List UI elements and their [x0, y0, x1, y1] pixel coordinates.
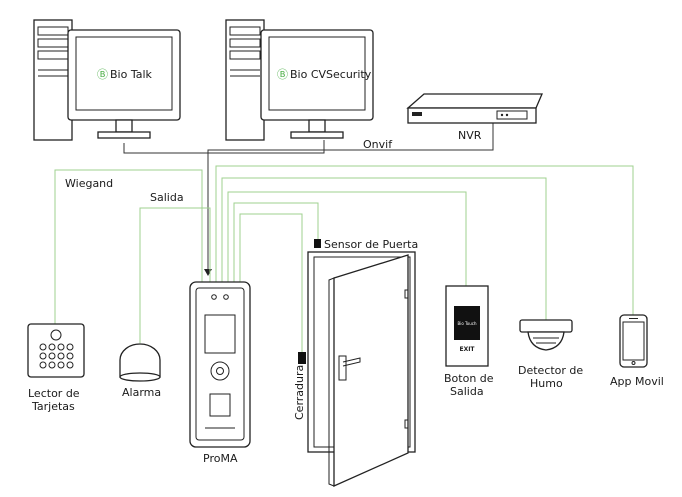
- door-sensor-icon: [314, 239, 321, 248]
- wiegand-label: Wiegand: [65, 177, 113, 190]
- camera-icon: [223, 294, 229, 300]
- cvsecurity-label: Bio CVSecurity: [290, 68, 372, 81]
- screen-icon: [204, 314, 236, 354]
- biotalk-label: Bio Talk: [110, 68, 153, 81]
- lock-icon: [298, 352, 306, 364]
- pc-tower-icon: [33, 19, 73, 141]
- exit-button-label-line1: Boton de: [444, 372, 494, 385]
- exit-button-line: [227, 191, 467, 286]
- card-reader-device: Lector de Tarjetas: [27, 323, 85, 413]
- proma-label: ProMA: [203, 452, 238, 465]
- card-slot-icon: [209, 393, 231, 417]
- app-line: [215, 165, 634, 315]
- door-sensor-line: [233, 202, 319, 282]
- alarm-device: Alarma: [119, 343, 161, 399]
- terminal-icon: [189, 281, 251, 448]
- siren-icon: [119, 343, 161, 378]
- fingerprint-icon: [216, 367, 224, 375]
- exit-button-label-line2: Salida: [450, 385, 484, 398]
- connection-lines: [54, 123, 634, 352]
- smoke-detector-label-line2: Humo: [530, 377, 563, 390]
- handle-icon: [338, 355, 347, 381]
- mobile-app-device: App Movil: [610, 314, 664, 388]
- camera-icon: [211, 294, 217, 300]
- smartphone-icon: [619, 314, 648, 368]
- proma-terminal: ProMA: [189, 281, 251, 465]
- onvif-link-line: [204, 123, 494, 276]
- door-sensor-label: Sensor de Puerta: [324, 238, 418, 251]
- server-link-line: [123, 140, 325, 154]
- alarm-output-line: [139, 207, 211, 343]
- nvr-label: NVR: [458, 129, 482, 142]
- alarm-label: Alarma: [122, 386, 161, 399]
- monitor-icon: [260, 29, 374, 139]
- smoke-detector-icon: [519, 319, 573, 333]
- lock-label: Cerradura: [293, 365, 306, 420]
- cvsecurity-brand-icon: Ⓑ: [277, 68, 288, 81]
- exit-face-brand: Bio Touch: [457, 321, 477, 326]
- card-reader-label-line1: Lector de: [28, 387, 80, 400]
- exit-face-label: EXIT: [459, 346, 475, 353]
- exit-button-icon: [454, 306, 480, 340]
- cvsecurity-workstation: Ⓑ Bio CVSecurity: [225, 19, 374, 141]
- onvif-label: Onvif: [363, 138, 393, 151]
- output-label: Salida: [150, 191, 184, 204]
- exit-button-device: Bio Touch EXIT Boton de Salida: [444, 285, 494, 398]
- nvr-front-icon: [407, 107, 537, 124]
- smoke-detector-label-line1: Detector de: [518, 364, 583, 377]
- card-reader-icon: [27, 323, 85, 378]
- biotalk-brand-icon: Ⓑ: [97, 68, 108, 81]
- card-reader-label-line2: Tarjetas: [31, 400, 75, 413]
- smoke-line: [221, 177, 547, 320]
- nvr-device: NVR: [406, 93, 543, 142]
- wiegand-line: [54, 169, 203, 337]
- pc-tower-icon: [225, 19, 265, 141]
- biotalk-workstation: Ⓑ Bio Talk: [33, 19, 181, 141]
- door-leaf-icon: [333, 254, 409, 488]
- lock-line: [239, 213, 303, 352]
- nvr-top-icon: [406, 93, 543, 109]
- app-label: App Movil: [610, 375, 664, 388]
- monitor-icon: [67, 29, 181, 139]
- smoke-detector-device: Detector de Humo: [518, 319, 583, 390]
- door-assembly: Sensor de Puerta Cerradura: [293, 238, 418, 488]
